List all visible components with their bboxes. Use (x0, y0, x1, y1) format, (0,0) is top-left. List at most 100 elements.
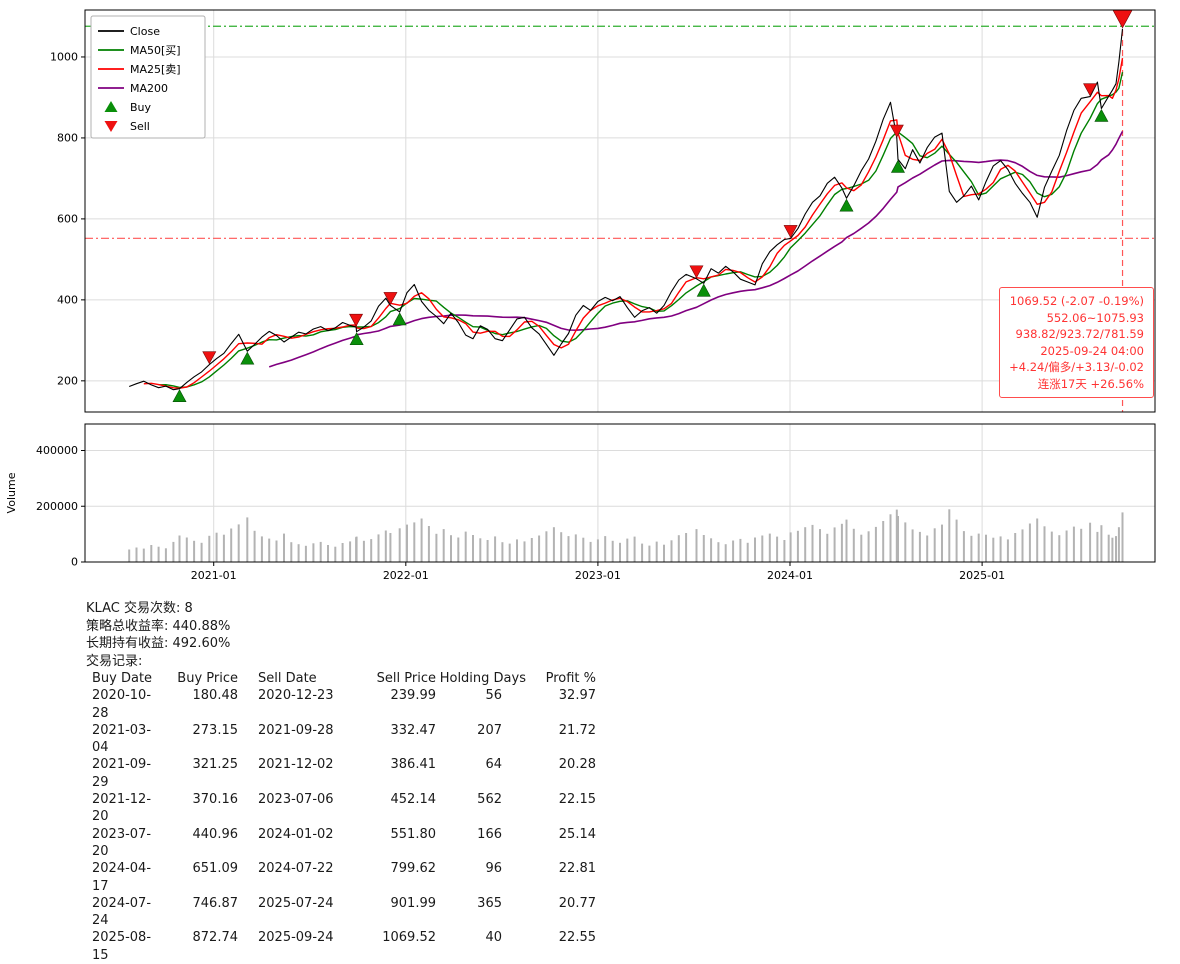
volume-bar (926, 535, 929, 562)
volume-bar (604, 536, 607, 562)
volume-bar (904, 522, 907, 562)
trade-cell: 2025-07-24 (258, 895, 334, 911)
summary-trade-record-label: 交易记录: (86, 653, 143, 669)
volume-bar (178, 535, 181, 562)
annotation-line: 552.06~1075.93 (1046, 310, 1144, 325)
trade-row: 2020-10-28 180.48 2020-12-23 239.99 56 32.97 (86, 687, 596, 722)
volume-bar (811, 524, 814, 562)
volume-axes-frame (84, 423, 1156, 563)
price-volume-chart: 200 400 600 800 1000 0 200000 400000 2021-01 2022… (5, 9, 1156, 582)
volume-bar (312, 543, 315, 562)
volume-bar (420, 518, 423, 562)
trade-cell: 799.62 (390, 861, 437, 877)
trade-cell: 239.99 (390, 688, 437, 704)
volume-bar (655, 541, 658, 562)
volume-bar (200, 542, 203, 562)
volume-bar (406, 524, 408, 562)
volume-bar (933, 528, 936, 562)
volume-bar (341, 543, 344, 562)
volume-bar (1028, 523, 1031, 562)
trade-cell: 2024-07-22 (258, 861, 334, 877)
volume-bar (702, 535, 705, 562)
price-tick-label: 1000 (50, 51, 78, 64)
legend-label: MA25[卖] (130, 63, 181, 76)
volume-bar (435, 533, 438, 562)
volume-bar (1072, 526, 1075, 562)
trades-header-cell: Profit % (545, 671, 596, 686)
volume-bar (142, 548, 145, 562)
volume-bar (486, 540, 489, 562)
ma25-line (143, 57, 1124, 389)
price-tick-label: 600 (57, 212, 78, 225)
volume-bar (663, 544, 665, 562)
trade-row: 2021-03-04 273.15 2021-09-28 332.47 207 21.72 (86, 722, 596, 757)
volume-bar (619, 542, 621, 562)
volume-bar (1014, 533, 1017, 562)
volume-bar (494, 536, 497, 562)
volume-bar (275, 540, 278, 562)
volume-bar (523, 541, 526, 562)
legend-label: Close (130, 25, 160, 38)
sell-marker (202, 351, 217, 365)
trades-header-cell: Sell Price (376, 671, 436, 686)
volume-bar (685, 533, 688, 562)
volume-bar (1043, 526, 1046, 562)
trade-cell: 21.72 (558, 722, 596, 738)
trade-cell: 2024-07-24 (92, 895, 152, 929)
volume-bar (290, 542, 293, 562)
volume-bar (789, 532, 792, 562)
trade-row: 2021-09-29 321.25 2021-12-02 386.41 64 20.28 (86, 756, 596, 791)
volume-bar (897, 516, 899, 562)
trades-header-cell: Buy Date (92, 671, 153, 686)
trades-header-row: Buy Date Buy Price Sell Date Sell Price Hold… (86, 670, 596, 687)
trade-cell: 2021-09-28 (258, 722, 334, 738)
volume-bar (222, 534, 225, 562)
trade-cell: 273.15 (192, 722, 239, 738)
volume-tick-label: 200000 (36, 500, 78, 513)
volume-bar (164, 548, 167, 562)
volume-bar (128, 549, 131, 562)
annotation-line: +4.24/偏多/+3.13/-0.02 (1009, 360, 1144, 374)
volume-bar (193, 540, 196, 562)
volume-bar (918, 531, 921, 562)
volume-tick-label: 400000 (36, 444, 78, 457)
trade-cell: 25.14 (558, 826, 596, 842)
volume-bar (710, 538, 713, 562)
volume-bar (150, 545, 153, 562)
trade-cell: 20.28 (558, 757, 596, 773)
volume-bar (1065, 530, 1068, 562)
volume-bar (457, 537, 460, 562)
volume-bar (157, 546, 160, 562)
volume-bar (754, 537, 756, 562)
buy-marker (1094, 108, 1109, 122)
sell-marker (383, 292, 398, 305)
price-tick-label: 800 (57, 132, 78, 145)
volume-axis-label: Volume (5, 472, 18, 513)
volume-bar (567, 536, 570, 562)
trade-cell: 365 (477, 895, 502, 911)
volume-bar (185, 537, 188, 562)
trade-row: 2025-08-15 872.74 2025-09-24 1069.52 40 22.55 (86, 929, 596, 964)
volume-bar (215, 532, 218, 562)
volume-bar (552, 527, 555, 562)
volume-bar (208, 535, 211, 562)
volume-bar (633, 536, 636, 562)
volume-bar (819, 529, 821, 562)
volume-bar (977, 533, 980, 562)
trade-cell: 2021-12-20 (92, 792, 152, 825)
trades-header-cell: Sell Date (258, 671, 317, 686)
volume-bar (427, 526, 430, 562)
trade-row: 2021-12-20 370.16 2023-07-06 452.14 562 22.15 (86, 791, 596, 826)
volume-bar (384, 530, 387, 562)
volume-bar (389, 533, 392, 562)
trade-row: 2023-07-20 440.96 2024-01-02 551.80 166 25.14 (86, 826, 596, 861)
trades-header-cell: Buy Price (177, 671, 238, 686)
volume-bar (304, 545, 307, 562)
volume-bar (398, 528, 401, 562)
trade-cell: 551.80 (390, 826, 437, 842)
close-line (129, 28, 1124, 391)
volume-bar (582, 537, 585, 562)
volume-bar (560, 532, 563, 562)
volume-bar (1036, 518, 1039, 562)
volume-bar (776, 536, 779, 562)
